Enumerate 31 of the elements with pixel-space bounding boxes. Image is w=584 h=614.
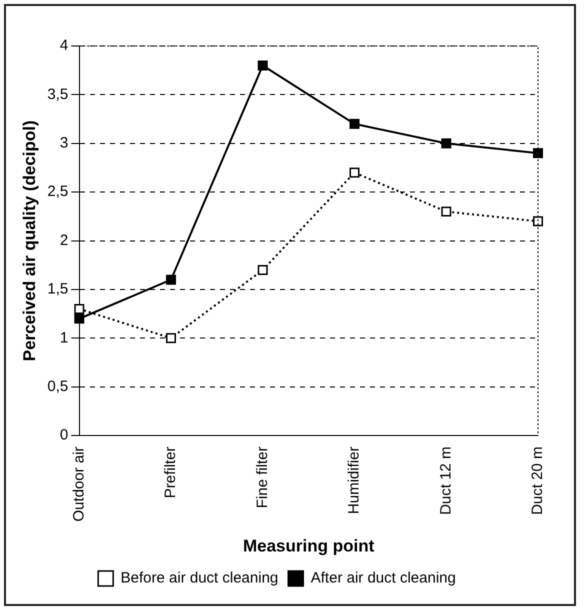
- y-tick-label: 4: [60, 37, 68, 54]
- x-tick-label: Prefilter: [162, 446, 180, 498]
- point: [74, 304, 84, 314]
- y-tick-label: 3: [60, 134, 68, 152]
- point: [533, 148, 543, 158]
- y-tick-label: 3,5: [47, 86, 68, 103]
- point: [350, 168, 360, 178]
- point: [350, 118, 360, 129]
- y-tick-label: 2: [60, 232, 68, 249]
- y-tick-label: 2,5: [47, 183, 68, 200]
- y-tick-label: 0,5: [47, 378, 68, 396]
- point: [533, 216, 543, 226]
- x-axis-title: Measuring point: [242, 536, 375, 556]
- point: [441, 138, 452, 148]
- legend-label: After air duct cleaning: [310, 570, 456, 587]
- x-tick-label: Duct 12 m: [437, 446, 454, 515]
- y-axis-title: Perceived air quality (decipol): [20, 120, 39, 362]
- y-tick-label: 0: [60, 426, 68, 444]
- x-tick-label: Outdoor air: [70, 446, 88, 522]
- x-tick-label: Duct 20 m: [529, 446, 546, 515]
- point: [258, 60, 268, 70]
- point: [74, 314, 84, 324]
- point: [166, 333, 176, 344]
- y-tick-label: 1,5: [47, 280, 68, 298]
- legend-label: Before air duct cleaning: [120, 570, 278, 587]
- x-tick-label: Fine filter: [254, 446, 271, 508]
- x-tick-label: Humidifier: [346, 446, 363, 514]
- point: [166, 274, 176, 285]
- point: [441, 206, 452, 217]
- point: [258, 265, 268, 275]
- y-tick-label: 1: [60, 329, 68, 346]
